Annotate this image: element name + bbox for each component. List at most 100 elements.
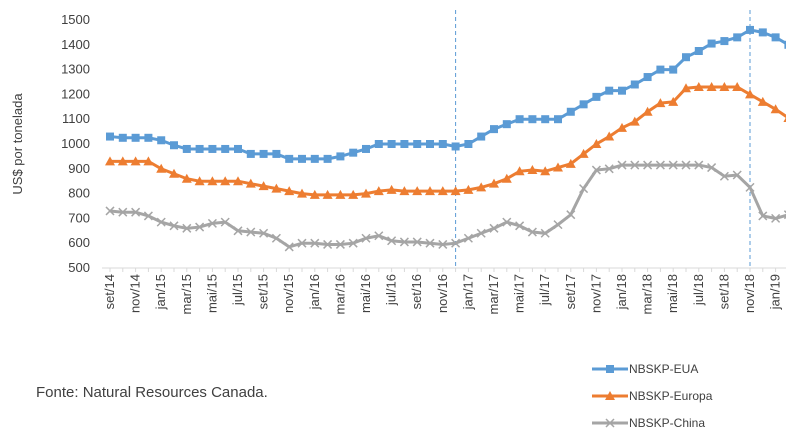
- point: [617, 122, 627, 132]
- legend-label: NBSKP-China: [629, 416, 705, 430]
- x-tick-label: mai/18: [665, 274, 680, 313]
- x-tick-label: nov/15: [281, 274, 296, 313]
- y-tick-label: 800: [68, 186, 90, 201]
- x-tick-label: mar/15: [179, 274, 194, 314]
- point: [413, 140, 422, 148]
- point: [322, 189, 333, 199]
- point: [669, 65, 678, 74]
- point: [106, 132, 114, 141]
- point: [515, 115, 524, 124]
- point: [668, 160, 678, 170]
- point: [310, 154, 319, 163]
- point: [207, 218, 217, 228]
- point: [298, 154, 306, 163]
- point: [643, 160, 653, 170]
- point: [387, 236, 397, 246]
- point: [618, 86, 626, 95]
- point: [541, 115, 550, 124]
- x-tick-label: jan/17: [460, 274, 475, 310]
- point: [131, 207, 141, 217]
- point: [348, 189, 359, 199]
- x-tick-label: mai/16: [358, 274, 373, 313]
- point: [579, 184, 589, 194]
- point: [272, 149, 281, 158]
- point: [706, 81, 717, 91]
- point: [220, 217, 230, 227]
- y-tick-label: 1200: [61, 86, 90, 101]
- point: [540, 228, 550, 238]
- point: [246, 149, 255, 158]
- x-tick-label: set/14: [102, 274, 117, 309]
- point: [105, 156, 115, 166]
- x-tick-label: mar/16: [332, 274, 347, 314]
- point: [170, 141, 178, 150]
- x-tick-label: set/17: [563, 274, 578, 309]
- point: [361, 233, 371, 243]
- point: [502, 120, 511, 129]
- y-tick-label: 1400: [61, 37, 90, 52]
- point: [451, 142, 460, 151]
- point: [693, 81, 704, 91]
- point: [681, 83, 691, 93]
- point: [668, 96, 679, 106]
- point: [246, 227, 256, 237]
- x-tick-label: mar/18: [640, 274, 655, 314]
- point: [476, 228, 486, 238]
- point: [399, 186, 410, 196]
- point: [310, 238, 320, 248]
- point: [297, 188, 307, 198]
- x-tick-label: nov/16: [435, 274, 450, 313]
- point: [719, 81, 730, 91]
- point: [118, 133, 127, 142]
- point: [425, 238, 435, 248]
- point: [553, 220, 563, 230]
- point: [605, 391, 615, 400]
- point: [130, 156, 141, 166]
- point: [643, 73, 652, 82]
- x-tick-label: jan/18: [614, 274, 629, 310]
- y-tick-label: 1000: [61, 136, 90, 151]
- point: [144, 133, 153, 142]
- point: [297, 238, 307, 248]
- point: [463, 233, 473, 243]
- x-tick-label: mar/17: [486, 274, 501, 314]
- x-tick-label: mai/17: [512, 274, 527, 313]
- point: [528, 115, 537, 124]
- point: [118, 207, 128, 217]
- point: [245, 178, 256, 188]
- point: [746, 25, 754, 34]
- point: [554, 115, 562, 124]
- point: [630, 160, 640, 170]
- point: [476, 182, 487, 192]
- y-tick-label: 1100: [62, 111, 90, 126]
- x-tick-label: nov/14: [128, 274, 143, 313]
- x-tick-label: jul/15: [230, 274, 245, 306]
- point: [362, 144, 370, 153]
- point: [605, 418, 615, 428]
- point: [783, 117, 786, 122]
- point: [195, 222, 205, 232]
- point: [374, 231, 384, 241]
- point: [259, 228, 269, 238]
- point: [374, 140, 383, 148]
- point: [758, 211, 768, 221]
- point: [233, 176, 243, 186]
- point: [694, 47, 703, 55]
- source: Fonte: Natural Resources Canada.: [36, 384, 268, 401]
- point: [579, 100, 588, 109]
- point: [656, 65, 665, 74]
- point: [258, 181, 269, 191]
- point: [566, 107, 575, 116]
- point: [426, 140, 434, 148]
- point: [642, 106, 653, 116]
- point: [399, 237, 409, 247]
- point: [285, 154, 294, 163]
- point: [412, 237, 422, 247]
- point: [464, 140, 473, 148]
- point: [143, 211, 153, 221]
- point: [553, 162, 563, 172]
- point: [335, 239, 345, 249]
- point: [259, 149, 268, 158]
- point: [169, 168, 179, 178]
- x-tick-label: jan/19: [768, 274, 783, 310]
